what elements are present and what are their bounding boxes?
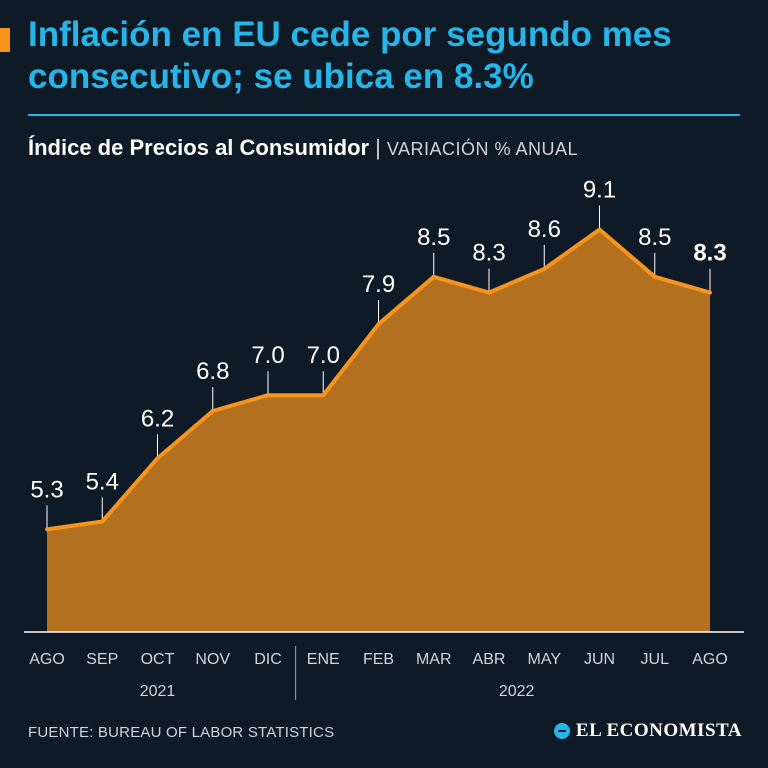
data-point bbox=[100, 519, 105, 524]
data-point bbox=[210, 409, 215, 413]
data-label: 6.2 bbox=[141, 405, 174, 432]
data-label: 7.0 bbox=[251, 342, 284, 369]
chart-subtitle: Índice de Precios al Consumidor | VARIACIÓ… bbox=[28, 135, 578, 161]
source-note: FUENTE: BUREAU OF LABOR STATISTICS bbox=[28, 724, 335, 741]
x-tick-label: MAR bbox=[416, 651, 452, 668]
brand-name: EL ECONOMISTA bbox=[575, 720, 742, 741]
data-point bbox=[321, 393, 326, 398]
subtitle-main: Índice de Precios al Consumidor bbox=[28, 135, 370, 160]
brand-logo: EL ECONOMISTA bbox=[553, 720, 742, 742]
data-label: 8.3 bbox=[472, 240, 505, 267]
x-tick-label: AGO bbox=[29, 651, 65, 668]
data-point bbox=[376, 322, 381, 327]
data-label: 8.6 bbox=[528, 216, 561, 243]
data-point bbox=[597, 227, 602, 232]
data-label: 8.3 bbox=[693, 240, 726, 267]
year-label: 2022 bbox=[499, 683, 535, 700]
year-label: 2021 bbox=[140, 683, 176, 700]
data-label: 5.3 bbox=[30, 476, 63, 503]
data-point bbox=[45, 527, 49, 532]
data-label: 9.1 bbox=[583, 176, 616, 203]
data-label: 7.0 bbox=[307, 342, 340, 369]
x-tick-label: DIC bbox=[254, 651, 282, 668]
data-label: 8.5 bbox=[638, 224, 671, 251]
subtitle-separator: | bbox=[375, 135, 381, 160]
x-tick-label: JUL bbox=[641, 651, 670, 668]
data-label: 5.4 bbox=[86, 469, 119, 496]
x-tick-label: JUN bbox=[584, 651, 615, 668]
accent-bar bbox=[0, 28, 10, 52]
data-label: 8.5 bbox=[417, 224, 450, 251]
x-tick-label: ABR bbox=[473, 651, 506, 668]
data-point bbox=[266, 393, 270, 398]
data-point bbox=[155, 456, 160, 461]
x-tick-label: SEP bbox=[86, 651, 118, 668]
data-point bbox=[542, 266, 547, 271]
x-tick-label: MAY bbox=[528, 651, 562, 668]
data-point bbox=[431, 274, 436, 279]
x-tick-label: AGO bbox=[692, 651, 728, 668]
brand-globe-icon bbox=[553, 723, 570, 739]
data-point bbox=[652, 274, 657, 279]
data-label: 6.8 bbox=[196, 358, 229, 385]
x-tick-label: FEB bbox=[363, 651, 394, 668]
data-label: 7.9 bbox=[362, 271, 395, 298]
x-tick-label: NOV bbox=[195, 651, 230, 668]
area-fill bbox=[47, 229, 710, 632]
data-point bbox=[487, 290, 491, 295]
x-tick-label: OCT bbox=[141, 651, 175, 668]
data-point bbox=[708, 290, 712, 295]
headline: Inflación en EU cede por segundo mes con… bbox=[28, 15, 672, 96]
x-tick-label: ENE bbox=[307, 651, 340, 668]
title-rule bbox=[28, 114, 740, 116]
subtitle-unit: VARIACIÓN % ANUAL bbox=[386, 139, 579, 159]
